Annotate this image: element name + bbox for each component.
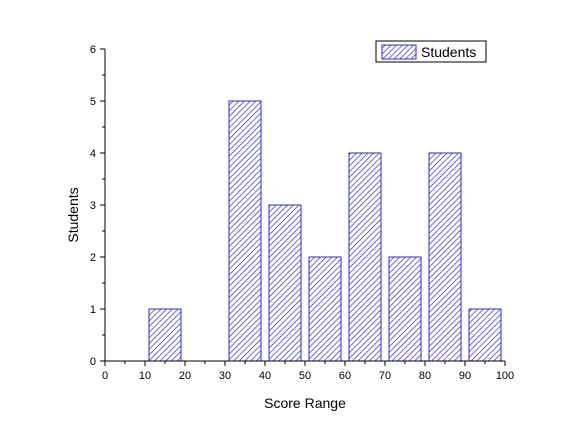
x-tick-label: 10: [139, 370, 151, 382]
y-tick-label: 4: [90, 148, 96, 160]
bar-85: [428, 152, 462, 362]
y-tick-label: 0: [90, 356, 96, 368]
bar-65: [348, 152, 382, 362]
bar-35: [228, 100, 262, 362]
y-tick-label: 2: [90, 252, 96, 264]
x-tick-label: 90: [459, 370, 471, 382]
x-tick-label: 20: [179, 370, 191, 382]
bar-75: [388, 256, 422, 362]
bar-15: [148, 308, 182, 362]
x-tick-label: 80: [419, 370, 431, 382]
y-tick-label: 3: [90, 200, 96, 212]
x-axis-title: Score Range: [264, 395, 346, 411]
bar-55: [308, 256, 342, 362]
x-tick-label: 60: [339, 370, 351, 382]
bar-45: [268, 204, 302, 362]
y-tick-label: 5: [90, 96, 96, 108]
x-ticks: 0 10 20 30 40 50 60 70 80 90 100: [102, 361, 514, 382]
x-tick-label: 0: [102, 370, 108, 382]
legend-label: Students: [421, 44, 476, 60]
y-axis-title: Students: [65, 187, 81, 242]
bar-95: [468, 308, 502, 362]
x-tick-label: 70: [379, 370, 391, 382]
x-tick-label: 50: [299, 370, 311, 382]
x-tick-label: 30: [219, 370, 231, 382]
y-tick-label: 6: [90, 44, 96, 56]
legend-swatch: [381, 44, 417, 60]
x-tick-label: 100: [496, 370, 514, 382]
legend: Students: [375, 40, 487, 63]
bars: [148, 100, 502, 362]
y-tick-label: 1: [90, 304, 96, 316]
x-tick-label: 40: [259, 370, 271, 382]
y-ticks: 0 1 2 3 4 5 6: [90, 44, 105, 368]
